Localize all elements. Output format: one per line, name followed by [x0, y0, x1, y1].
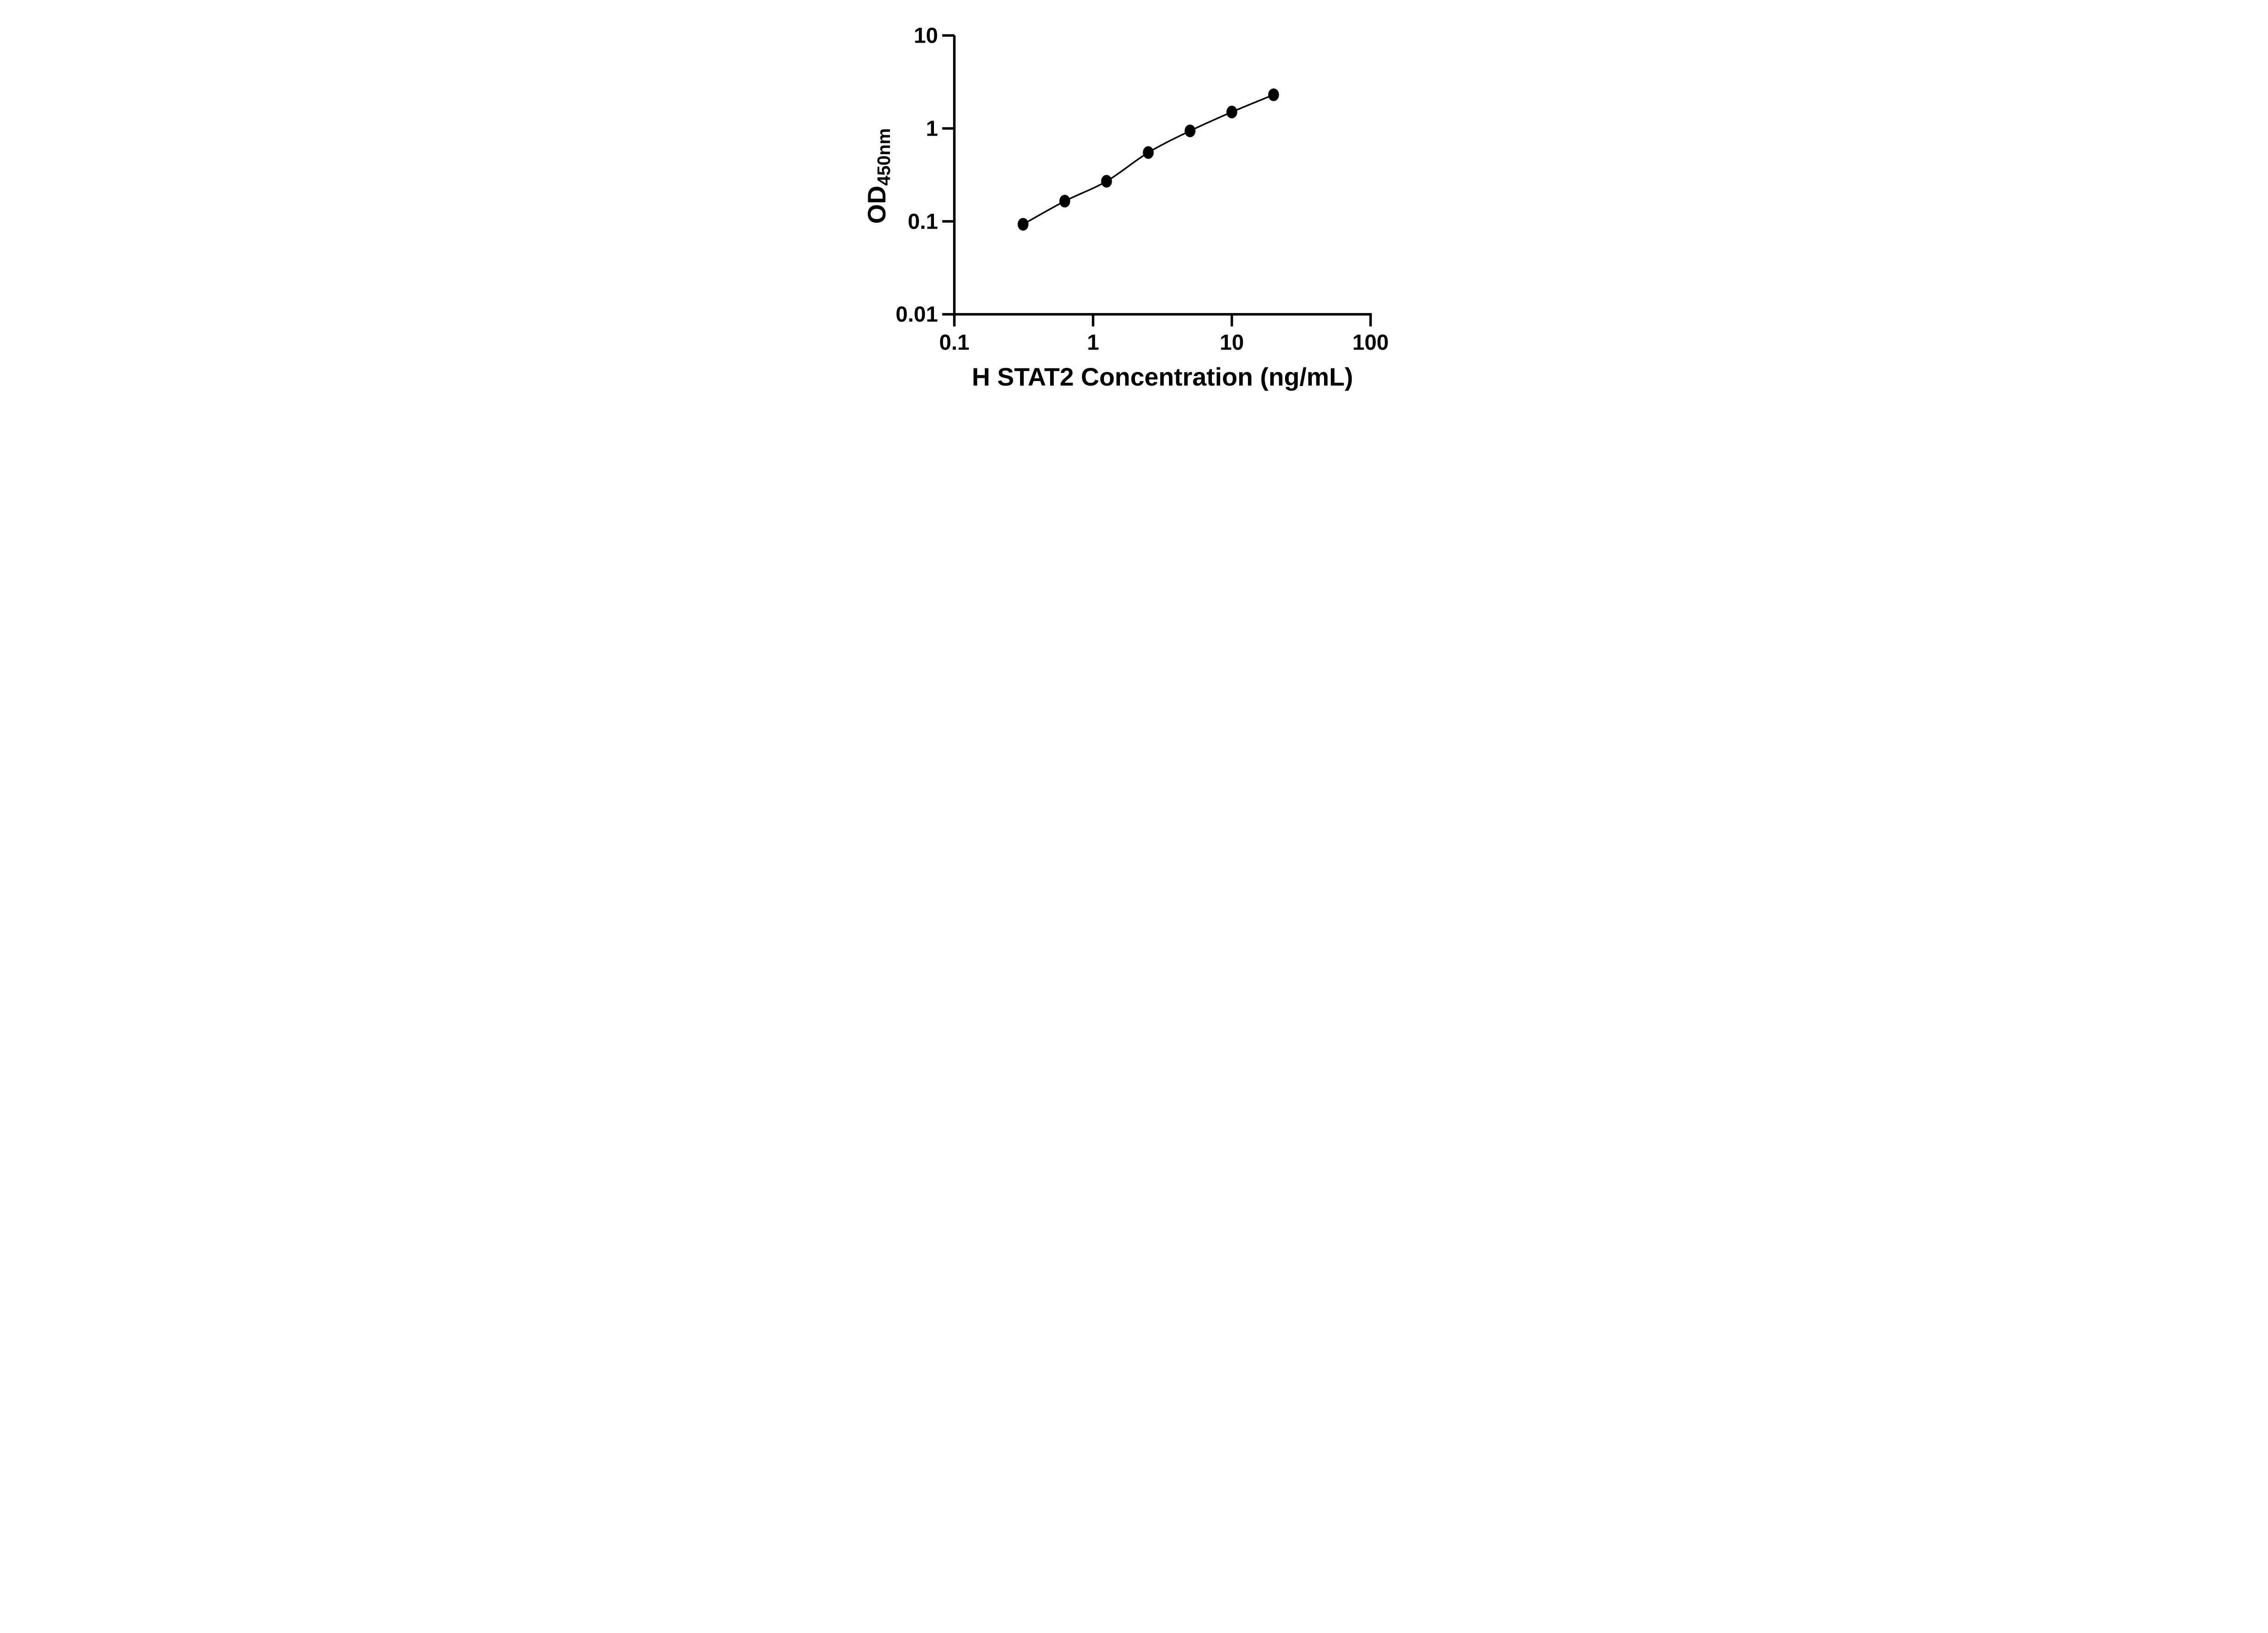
x-axis-title: H STAT2 Concentration (ng/mL): [972, 362, 1353, 391]
x-tick-label: 1: [1087, 331, 1099, 355]
y-axis-title-main: OD: [862, 186, 890, 224]
data-point: [1143, 146, 1154, 159]
x-tick-label: 0.1: [939, 331, 969, 355]
data-point: [1100, 175, 1112, 188]
y-tick-label: 1: [926, 117, 938, 141]
data-point: [1184, 124, 1196, 137]
data-point: [1226, 105, 1237, 118]
y-tick-label: 0.01: [895, 303, 938, 327]
elisa-standard-curve-figure: 0.1 1 10 100 0.01 0.1 1 10 H STAT2 Concentration…: [842, 0, 1426, 408]
y-tick-label: 0.1: [908, 210, 938, 234]
x-tick-label: 100: [1352, 331, 1388, 355]
data-point: [1017, 218, 1028, 231]
x-tick-label: 10: [1219, 331, 1243, 355]
data-point: [1268, 88, 1279, 101]
y-axis-title: OD450nm: [862, 128, 894, 224]
y-axis-title-subscript: 450nm: [874, 128, 894, 186]
y-tick-label: 10: [914, 24, 938, 48]
data-point: [1059, 195, 1070, 208]
